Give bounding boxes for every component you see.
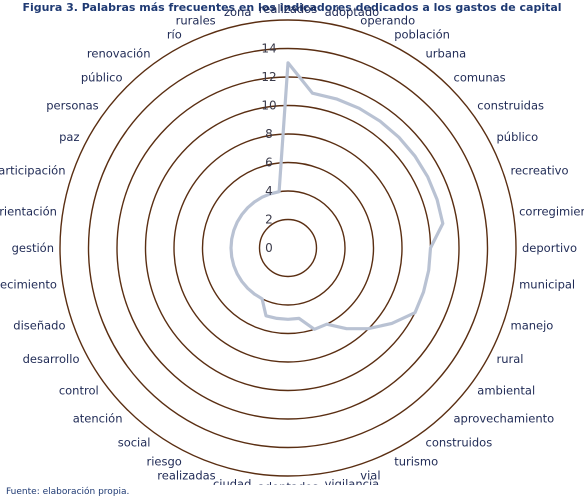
category-label: construidas (477, 99, 544, 113)
category-label: gestión (12, 241, 54, 255)
chart-title: Figura 3. Palabras más frecuentes en los… (22, 1, 562, 14)
category-label: fortalecimiento (0, 278, 57, 292)
category-label: población (394, 28, 450, 42)
category-label: control (59, 384, 99, 398)
grid-circle-8 (173, 133, 403, 363)
category-label: público (81, 71, 123, 85)
radar-series-layer (229, 61, 445, 331)
radial-tick-label: 10 (261, 99, 276, 113)
radial-tick-label: 0 (265, 241, 273, 255)
radial-tick-labels: 0 2 4 6 8 10 12 14 (261, 42, 276, 256)
category-label: urbana (426, 47, 467, 61)
category-label: río (167, 28, 182, 42)
category-label: social (118, 435, 151, 449)
category-label: zona (224, 5, 251, 19)
source-note: Fuente: elaboración propia. (6, 487, 130, 497)
category-label: adoptados (258, 480, 319, 485)
category-label: municipal (519, 278, 575, 292)
category-label: adoptado (325, 5, 380, 19)
category-label: diseñado (13, 318, 65, 332)
grid-circle-14 (87, 47, 489, 449)
category-label: rural (497, 352, 524, 366)
category-label: operando (360, 14, 415, 28)
category-label: participación (0, 164, 66, 178)
category-label: personas (46, 99, 98, 113)
grid-circle-outer (59, 19, 517, 477)
radial-tick-label: 12 (261, 70, 276, 84)
category-label: riesgo (146, 455, 181, 469)
radial-tick-label: 6 (265, 156, 273, 170)
category-label: paz (59, 130, 79, 144)
radar-grid (59, 19, 517, 477)
category-label: turismo (394, 455, 438, 469)
category-label: aprovechamiento (454, 412, 555, 426)
category-label: rurales (176, 14, 216, 28)
category-label: construidos (426, 435, 493, 449)
grid-circle-12 (116, 76, 460, 420)
category-label: orientación (0, 204, 57, 218)
radial-tick-label: 14 (261, 42, 276, 56)
grid-circle-6 (201, 161, 375, 335)
grid-circle-2 (258, 218, 318, 278)
category-label: recreativo (511, 164, 569, 178)
category-label: vigilancia (325, 477, 380, 485)
category-label: ambiental (477, 384, 535, 398)
category-label: manejo (511, 318, 554, 332)
category-label: corregimientos (519, 204, 584, 218)
category-label: realizados (259, 2, 317, 16)
category-label: comunas (454, 71, 506, 85)
category-label: público (497, 130, 539, 144)
radial-tick-label: 2 (265, 213, 273, 227)
radial-tick-label: 4 (265, 184, 273, 198)
category-label: atención (73, 412, 123, 426)
category-label: desarrollo (23, 352, 80, 366)
radar-chart: 0 2 4 6 8 10 12 14 realizados adoptadooperandopo… (0, 2, 584, 485)
category-label: renovación (87, 47, 151, 61)
category-label: vial (360, 469, 380, 483)
grid-circle-10 (144, 104, 432, 392)
category-label: realizadas (157, 469, 215, 483)
radial-tick-label: 8 (265, 127, 273, 141)
category-label: deportivo (522, 241, 577, 255)
category-label: ciudad (213, 477, 251, 485)
